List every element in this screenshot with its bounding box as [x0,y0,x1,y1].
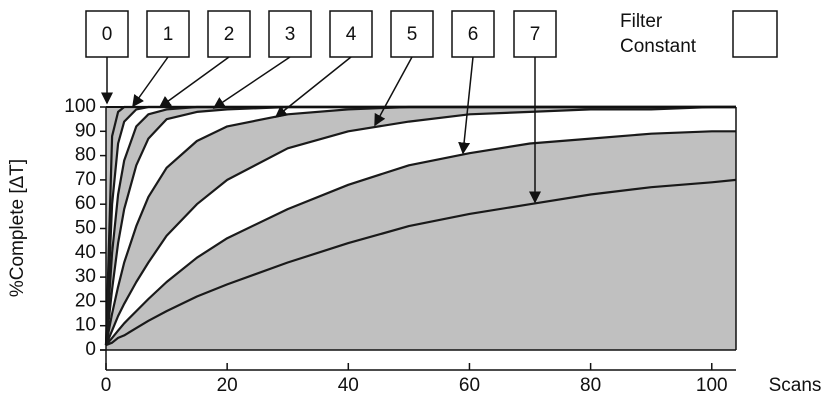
curve [104,105,736,346]
legend-box [732,10,778,58]
legend-title: Constant [620,36,697,57]
label-box [451,10,495,58]
legend-label: 6 [468,24,479,45]
arrow [274,56,352,118]
x-tick-label: 0 [101,375,112,396]
x-tick-label: 20 [217,375,238,396]
legend-label: 0 [102,24,113,45]
arrow [458,56,474,155]
arrow [132,56,169,108]
y-tick-label: 20 [75,290,96,311]
y-tick-label: 60 [75,193,96,214]
y-tick-label: 40 [75,242,96,263]
y-tick-label: 50 [75,218,96,239]
y-tick-label: 70 [75,169,96,190]
label-box [390,10,434,58]
legend-label: 2 [224,24,235,45]
legend-label: 3 [285,24,296,45]
x-tick-label: 40 [338,375,359,396]
label-box [146,10,190,58]
legend-label: 7 [530,24,541,45]
x-tick-label: 100 [696,375,728,396]
y-tick-label: 30 [75,266,96,287]
arrow [158,56,230,108]
curve [105,178,737,347]
y-tick-label: 10 [75,315,96,336]
x-axis-label: Scans [769,375,822,396]
y-tick-label: 0 [85,339,96,360]
curve [105,130,736,346]
legend-title: Filter [620,11,663,32]
y-axis-label: %Complete [ΔT] [7,159,28,297]
y-tick-label: 80 [75,145,96,166]
legend-label: 4 [346,24,357,45]
y-tick-label: 100 [64,96,96,117]
label-box [85,10,129,58]
arrow [212,56,291,109]
x-tick-label: 60 [459,375,480,396]
y-tick-label: 90 [75,120,96,141]
arrow [374,56,413,127]
band-fill [106,179,736,350]
legend-label: 1 [163,24,174,45]
legend-label: 5 [407,24,418,45]
x-tick-label: 80 [580,375,601,396]
